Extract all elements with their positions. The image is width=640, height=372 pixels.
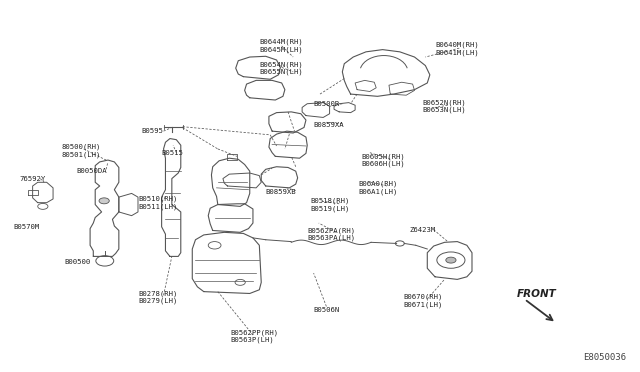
- Text: B0562PA(RH)
B0563PA(LH): B0562PA(RH) B0563PA(LH): [307, 227, 355, 241]
- Text: Z6423M: Z6423M: [410, 227, 436, 234]
- Text: 76592Y: 76592Y: [20, 176, 46, 182]
- Text: B0510(RH)
B0511(LH): B0510(RH) B0511(LH): [138, 196, 177, 210]
- Circle shape: [446, 257, 456, 263]
- Text: FRONT: FRONT: [516, 289, 556, 299]
- Text: B0562PP(RH)
B0563P(LH): B0562PP(RH) B0563P(LH): [230, 329, 278, 343]
- Circle shape: [99, 198, 109, 204]
- Text: B0644M(RH)
B0645M(LH): B0644M(RH) B0645M(LH): [259, 39, 303, 53]
- Text: B0278(RH)
B0279(LH): B0278(RH) B0279(LH): [138, 290, 177, 304]
- Text: E8050036: E8050036: [584, 353, 627, 362]
- Text: 80500(RH)
80501(LH): 80500(RH) 80501(LH): [61, 144, 100, 158]
- Text: B0518(RH)
B0519(LH): B0518(RH) B0519(LH): [310, 198, 350, 212]
- Text: B0050DA: B0050DA: [76, 168, 107, 174]
- Text: B0605H(RH)
B0606H(LH): B0605H(RH) B0606H(LH): [362, 153, 405, 167]
- Text: B0570M: B0570M: [13, 224, 40, 230]
- Text: B0859XB: B0859XB: [266, 189, 296, 195]
- Text: B0652N(RH)
B0653N(LH): B0652N(RH) B0653N(LH): [422, 99, 466, 113]
- Text: B0859XA: B0859XA: [314, 122, 344, 128]
- Text: B0654N(RH)
B0655N(LH): B0654N(RH) B0655N(LH): [259, 61, 303, 75]
- Text: B06A0(RH)
B06A1(LH): B06A0(RH) B06A1(LH): [358, 181, 397, 195]
- Text: B0670(RH)
B0671(LH): B0670(RH) B0671(LH): [403, 294, 442, 308]
- Text: B0506N: B0506N: [314, 307, 340, 313]
- Text: B0640M(RH)
B0641M(LH): B0640M(RH) B0641M(LH): [435, 42, 479, 56]
- Text: B0515: B0515: [162, 150, 184, 155]
- Text: B0595: B0595: [141, 128, 163, 134]
- Text: B0500R: B0500R: [314, 102, 340, 108]
- Text: B00500: B00500: [65, 259, 91, 265]
